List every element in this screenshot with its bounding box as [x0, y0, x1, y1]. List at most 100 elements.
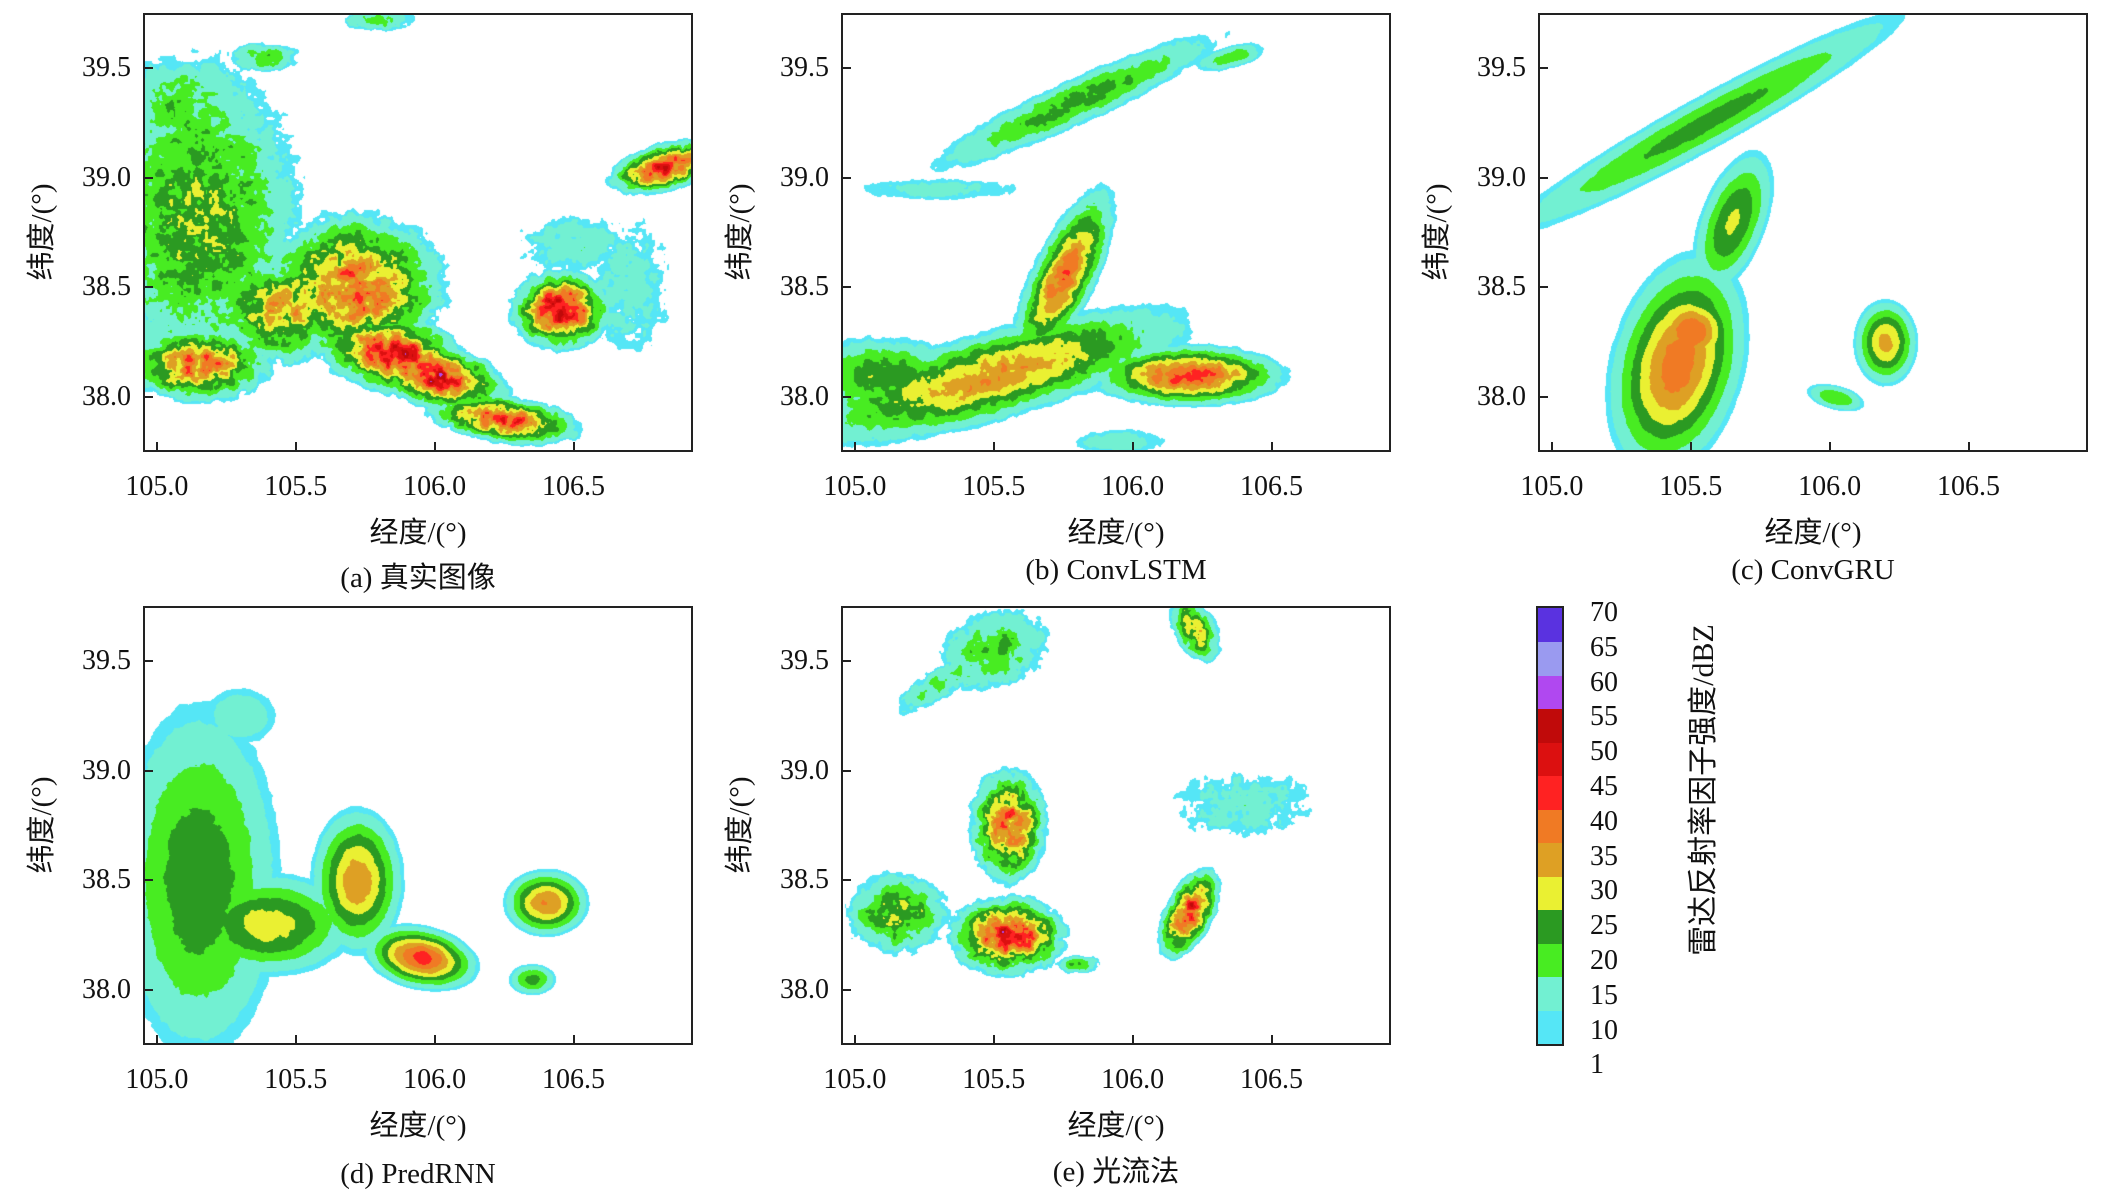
y-tick-label: 39.0 — [82, 754, 131, 786]
x-tick-mark — [1689, 442, 1692, 451]
heatmap-image — [1538, 13, 2088, 452]
panel-caption: (d) PredRNN — [340, 1158, 496, 1190]
colorbar-tick-label: 65 — [1590, 631, 1618, 663]
x-tick-label: 106.0 — [403, 471, 467, 502]
colorbar-tick-label: 45 — [1590, 771, 1618, 802]
panel-caption: (e) 光流法 — [1052, 1156, 1180, 1188]
colorbar-tick-label: 50 — [1590, 736, 1618, 768]
x-tick-mark — [1270, 1035, 1273, 1044]
colorbar-tick-label: 15 — [1590, 979, 1618, 1011]
y-tick-label: 39.5 — [82, 644, 131, 676]
x-axis-label: 经度/(°) — [369, 517, 467, 549]
heatmap-panel: 105.0 105.5 106.0 106.5 38.0 38.5 39.0 39.5 经度/(… — [724, 606, 1391, 1142]
x-tick-mark — [294, 442, 297, 451]
x-tick-label: 105.5 — [962, 471, 1026, 502]
heatmap-image — [143, 606, 693, 1045]
plot-frame — [143, 606, 693, 1045]
y-tick-mark — [1539, 396, 1548, 399]
colorbar-tick-label: 35 — [1590, 840, 1618, 872]
x-tick-label: 106.5 — [1937, 471, 2001, 502]
y-tick-mark — [144, 286, 153, 289]
x-tick-label: 106.5 — [542, 471, 606, 502]
x-tick-mark — [1828, 442, 1831, 451]
y-tick-mark — [842, 176, 851, 179]
y-tick-mark — [144, 396, 153, 399]
x-axis-label: 经度/(°) — [1067, 1110, 1165, 1142]
x-tick-mark — [433, 442, 436, 451]
y-tick-label: 38.0 — [780, 974, 829, 1006]
panel-caption: (a) 真实图像 — [340, 562, 496, 594]
heatmap-image — [143, 13, 693, 452]
x-tick-label: 105.5 — [1659, 471, 1723, 502]
x-tick-mark — [433, 1035, 436, 1044]
y-axis-label: 纬度/(°) — [26, 776, 58, 874]
x-tick-label: 105.5 — [264, 471, 328, 502]
y-tick-mark — [1539, 66, 1548, 69]
colorbar-tick-label: 10 — [1590, 1014, 1618, 1046]
x-tick-mark — [1131, 442, 1134, 451]
y-tick-label: 39.0 — [780, 754, 829, 786]
x-tick-label: 105.0 — [125, 1064, 189, 1095]
colorbar-tick-label: 30 — [1590, 875, 1618, 907]
x-tick-label: 105.0 — [125, 471, 189, 502]
heatmap-image — [841, 13, 1391, 452]
colorbar-tick-label: 20 — [1590, 945, 1618, 976]
plot-frame — [1538, 13, 2088, 452]
x-tick-label: 105.5 — [264, 1064, 328, 1095]
colorbar-segment — [1538, 976, 1562, 1011]
y-tick-mark — [144, 879, 153, 882]
y-tick-label: 38.5 — [82, 271, 131, 303]
y-tick-mark — [144, 659, 153, 662]
x-tick-mark — [1131, 1035, 1134, 1044]
colorbar-segment — [1538, 608, 1562, 643]
colorbar-segment — [1538, 943, 1562, 978]
y-tick-label: 38.5 — [82, 864, 131, 896]
y-tick-label: 38.0 — [82, 381, 131, 413]
colorbar-segment — [1538, 842, 1562, 877]
plot-frame — [841, 13, 1391, 452]
x-tick-label: 106.0 — [1101, 471, 1165, 502]
y-tick-mark — [842, 769, 851, 772]
y-tick-mark — [144, 66, 153, 69]
x-tick-mark — [155, 1035, 158, 1044]
y-tick-mark — [842, 989, 851, 992]
y-tick-label: 39.5 — [82, 51, 131, 83]
plot-frame — [143, 13, 693, 452]
colorbar-segment — [1538, 742, 1562, 777]
x-tick-label: 105.0 — [823, 471, 887, 502]
colorbar-tick-label: 70 — [1590, 597, 1618, 628]
heatmap-panel: 105.0 105.5 106.0 106.5 38.0 38.5 39.0 39.5 经度/(… — [724, 13, 1391, 549]
x-tick-mark — [853, 1035, 856, 1044]
y-tick-mark — [144, 989, 153, 992]
y-tick-mark — [842, 879, 851, 882]
colorbar-tick-label: 1 — [1590, 1049, 1604, 1081]
y-tick-mark — [1539, 176, 1548, 179]
colorbar-segment — [1538, 809, 1562, 844]
colorbar-segment — [1538, 876, 1562, 911]
colorbar-tick-label: 40 — [1590, 805, 1618, 837]
colorbar-segment — [1538, 775, 1562, 810]
y-tick-label: 39.5 — [780, 644, 829, 676]
x-tick-mark — [572, 442, 575, 451]
colorbar-segment — [1538, 909, 1562, 944]
heatmap-panel: 105.0 105.5 106.0 106.5 38.0 38.5 39.0 39.5 经度/(… — [26, 13, 693, 549]
x-tick-mark — [992, 1035, 995, 1044]
x-tick-label: 106.0 — [403, 1064, 467, 1095]
x-tick-label: 106.5 — [1240, 1064, 1304, 1095]
x-tick-label: 105.5 — [962, 1064, 1026, 1095]
y-axis-label: 纬度/(°) — [1421, 183, 1453, 281]
x-axis-label: 经度/(°) — [1764, 517, 1862, 549]
colorbar-tick-label: 55 — [1590, 701, 1618, 733]
y-tick-label: 38.5 — [1477, 271, 1526, 303]
x-tick-label: 105.0 — [823, 1064, 887, 1095]
y-tick-label: 38.0 — [780, 381, 829, 413]
x-axis-label: 经度/(°) — [369, 1110, 467, 1142]
colorbar-segment — [1538, 675, 1562, 710]
x-tick-mark — [155, 442, 158, 451]
y-tick-mark — [842, 66, 851, 69]
x-tick-mark — [1967, 442, 1970, 451]
panel-caption: (c) ConvGRU — [1731, 554, 1895, 586]
colorbar-title: 雷达反射率因子强度/dBZ — [1687, 624, 1720, 956]
y-tick-label: 38.5 — [780, 271, 829, 303]
x-tick-label: 106.0 — [1101, 1064, 1165, 1095]
